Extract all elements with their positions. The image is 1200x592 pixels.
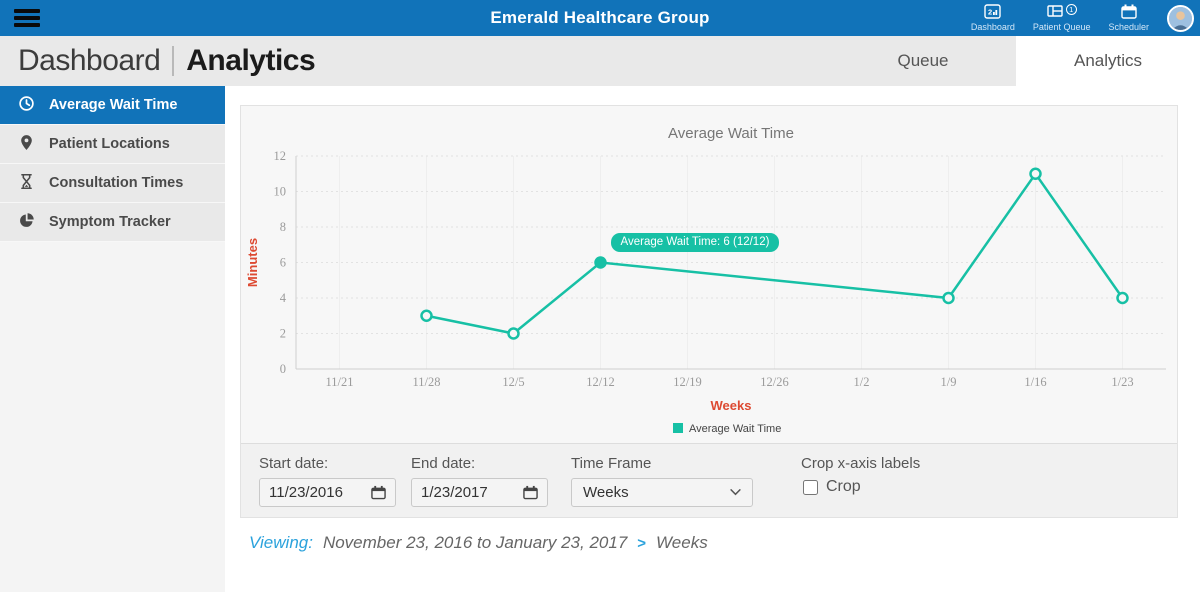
svg-text:Weeks: Weeks — [711, 398, 752, 413]
page-header: Dashboard Analytics Queue Analytics — [0, 36, 1200, 86]
data-point[interactable] — [942, 291, 955, 305]
data-point[interactable] — [594, 256, 607, 269]
pie-chart-icon — [18, 212, 35, 233]
svg-text:1/2: 1/2 — [854, 375, 870, 389]
sidebar-item-label: Average Wait Time — [49, 97, 178, 113]
viewing-label: Viewing: — [249, 533, 313, 552]
chevron-right-icon: > — [637, 535, 647, 552]
chart-controls: Start date: End date: — [241, 443, 1177, 517]
navbar-item-scheduler[interactable]: Scheduler — [1108, 4, 1149, 32]
data-point[interactable] — [507, 327, 520, 340]
chevron-down-icon — [730, 489, 741, 496]
data-point[interactable] — [1116, 291, 1129, 305]
sidebar-item-patient-locations[interactable]: Patient Locations — [0, 125, 225, 164]
svg-text:11/21: 11/21 — [325, 375, 353, 389]
data-point[interactable] — [420, 309, 433, 322]
svg-text:12: 12 — [274, 149, 287, 163]
breadcrumb-dashboard: Dashboard — [18, 44, 161, 77]
hamburger-menu-icon[interactable] — [14, 9, 40, 27]
calendar-icon[interactable] — [523, 485, 538, 500]
crop-section-label: Crop x-axis labels — [801, 455, 921, 472]
analytics-card: 11/21 11/28 12/5 12/12 12/19 12/26 1/2 1/9 1/16 1… — [240, 105, 1178, 518]
chart-tooltip: Average Wait Time: 6 (12/12) — [610, 232, 780, 252]
svg-text:0: 0 — [280, 362, 286, 376]
svg-text:4: 4 — [280, 291, 287, 305]
svg-text:12/19: 12/19 — [673, 375, 701, 389]
svg-text:12/12: 12/12 — [586, 375, 614, 389]
time-frame-select[interactable]: Weeks — [571, 478, 753, 507]
crop-checkbox-label[interactable]: Crop — [826, 478, 861, 495]
sidebar-item-label: Symptom Tracker — [49, 214, 171, 230]
breadcrumb-divider — [172, 46, 175, 76]
end-date-input[interactable] — [421, 484, 511, 501]
dashboard-icon: 2 — [984, 4, 1002, 20]
svg-text:Average Wait Time: Average Wait Time — [668, 125, 794, 142]
crop-group: Crop x-axis labels Crop — [801, 455, 920, 496]
navbar-item-dashboard[interactable]: 2 Dashboard — [971, 4, 1015, 32]
queue-count-badge: 1 — [1065, 4, 1077, 15]
page-title: Analytics — [186, 44, 316, 77]
tab-analytics[interactable]: Analytics — [1016, 36, 1200, 86]
data-point[interactable] — [1029, 167, 1042, 180]
hourglass-icon — [18, 173, 35, 194]
start-date-input[interactable] — [269, 484, 359, 501]
navbar-item-label: Patient Queue — [1032, 22, 1091, 32]
sidebar-item-average-wait-time[interactable]: Average Wait Time — [0, 86, 225, 125]
svg-text:2: 2 — [280, 327, 286, 341]
svg-text:12/26: 12/26 — [760, 375, 788, 389]
sidebar-item-symptom-tracker[interactable]: Symptom Tracker — [0, 203, 225, 242]
navbar-actions: 2 Dashboard 1 Patient Queue — [971, 0, 1194, 36]
svg-text:10: 10 — [274, 185, 287, 199]
breadcrumb: Dashboard Analytics — [0, 36, 830, 86]
sidebar-item-label: Patient Locations — [49, 136, 170, 152]
sidebar: Average Wait Time Patient Locations Cons… — [0, 86, 225, 592]
user-avatar[interactable] — [1167, 4, 1194, 32]
svg-text:1/16: 1/16 — [1024, 375, 1046, 389]
chart-container: 11/21 11/28 12/5 12/12 12/19 12/26 1/2 1/9 1/16 1… — [241, 106, 1177, 443]
time-frame-group: Time Frame Weeks — [571, 455, 753, 507]
time-frame-value: Weeks — [583, 484, 629, 501]
end-date-picker[interactable] — [411, 478, 548, 507]
svg-text:1/9: 1/9 — [941, 375, 957, 389]
start-date-group: Start date: — [259, 455, 396, 507]
svg-text:11/28: 11/28 — [412, 375, 440, 389]
time-frame-label: Time Frame — [571, 455, 652, 472]
calendar-icon — [1121, 4, 1137, 20]
crop-checkbox[interactable] — [803, 479, 818, 495]
svg-text:Minutes: Minutes — [245, 238, 260, 287]
calendar-icon[interactable] — [371, 485, 386, 500]
wait-time-chart: 11/21 11/28 12/5 12/12 12/19 12/26 1/2 1/9 1/16 1… — [245, 125, 1166, 435]
viewing-mode: Weeks — [656, 533, 708, 552]
sidebar-item-consultation-times[interactable]: Consultation Times — [0, 164, 225, 203]
top-navbar: Emerald Healthcare Group 2 Dashboard — [0, 0, 1200, 36]
legend-swatch — [673, 423, 683, 433]
main-content: 11/21 11/28 12/5 12/12 12/19 12/26 1/2 1/9 1/16 1… — [225, 86, 1200, 592]
end-date-group: End date: — [411, 455, 548, 507]
tab-queue[interactable]: Queue — [897, 51, 949, 70]
start-date-picker[interactable] — [259, 478, 396, 507]
navbar-item-label: Scheduler — [1108, 22, 1149, 32]
app-title: Emerald Healthcare Group — [490, 8, 710, 27]
end-date-label: End date: — [411, 455, 476, 472]
navbar-item-label: Dashboard — [970, 22, 1015, 32]
svg-text:6: 6 — [280, 256, 286, 270]
sidebar-item-label: Consultation Times — [49, 175, 184, 191]
navbar-item-patient-queue[interactable]: 1 Patient Queue — [1032, 4, 1091, 32]
svg-text:12/5: 12/5 — [502, 375, 524, 389]
viewing-summary: Viewing: November 23, 2016 to January 23… — [249, 533, 1200, 553]
viewing-range: November 23, 2016 to January 23, 2017 — [322, 533, 628, 552]
map-pin-icon — [18, 134, 35, 155]
svg-text:2: 2 — [988, 8, 992, 17]
start-date-label: Start date: — [259, 455, 329, 472]
svg-text:1/23: 1/23 — [1111, 375, 1133, 389]
svg-text:8: 8 — [280, 220, 286, 234]
legend-label: Average Wait Time — [689, 423, 781, 435]
patient-queue-icon — [1046, 4, 1063, 23]
clock-icon — [18, 95, 35, 116]
